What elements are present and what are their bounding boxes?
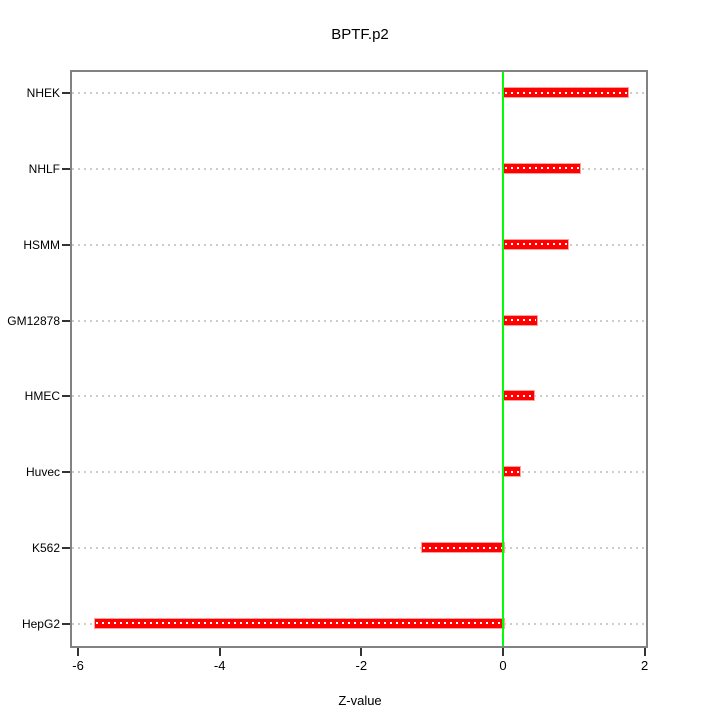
x-axis-tick — [360, 648, 363, 656]
y-axis-tick — [62, 319, 70, 322]
y-axis-tick — [62, 167, 70, 170]
bar-nhek — [503, 87, 629, 98]
y-axis-tick — [62, 622, 70, 625]
x-axis-title: Z-value — [338, 693, 382, 708]
y-axis-tick — [62, 471, 70, 474]
bar-gridline-dots — [505, 243, 567, 246]
bar-gridline-dots — [505, 167, 580, 170]
category-label-hsmm: HSMM — [23, 237, 60, 252]
gridline — [72, 92, 646, 94]
gridline — [72, 167, 646, 170]
x-axis-tick — [502, 648, 504, 656]
x-tick-label: -6 — [72, 658, 84, 673]
gridline — [72, 319, 646, 322]
x-axis-tick — [218, 648, 221, 656]
bar-gridline-dots — [422, 546, 503, 549]
category-label-k562: K562 — [31, 541, 60, 556]
x-axis-tick — [77, 648, 80, 656]
category-label-gm12878: GM12878 — [7, 313, 60, 328]
bar-huvec — [503, 466, 521, 478]
category-label-nhek: NHEK — [26, 86, 60, 100]
bar-gridline-dots — [505, 394, 533, 397]
gridline — [72, 471, 646, 474]
bar-gridline-dots — [505, 91, 627, 94]
category-label-hmec: HMEC — [24, 389, 60, 404]
gridline — [72, 243, 646, 246]
y-axis-tick — [62, 395, 70, 398]
bar-hmec — [503, 390, 535, 402]
x-tick-label: -4 — [213, 658, 226, 673]
bar-k562 — [420, 542, 505, 554]
x-tick-label: 0 — [499, 658, 507, 673]
category-label-hepg2: HepG2 — [21, 616, 60, 631]
bar-gridline-dots — [505, 470, 519, 473]
bar-gridline-dots — [95, 622, 503, 625]
category-label-nhlf: NHLF — [28, 161, 60, 176]
gridline — [72, 547, 646, 550]
category-label-huvec: Huvec — [25, 465, 60, 480]
x-tick-label: -2 — [355, 658, 368, 673]
y-axis-tick — [62, 547, 70, 550]
x-tick-label: 2 — [641, 658, 649, 673]
chart-title: BPTF.p2 — [331, 26, 389, 43]
gridline — [72, 395, 646, 398]
bar-nhlf — [503, 162, 582, 174]
zero-reference-line — [502, 72, 504, 646]
x-axis-tick — [643, 648, 646, 656]
y-axis-tick — [62, 243, 70, 246]
y-axis-tick — [62, 92, 70, 94]
bar-hsmm — [503, 238, 569, 250]
bar-gridline-dots — [505, 319, 537, 322]
bar-gm12878 — [503, 314, 539, 326]
plot-area — [70, 70, 648, 648]
bar-hepg2 — [93, 617, 505, 629]
